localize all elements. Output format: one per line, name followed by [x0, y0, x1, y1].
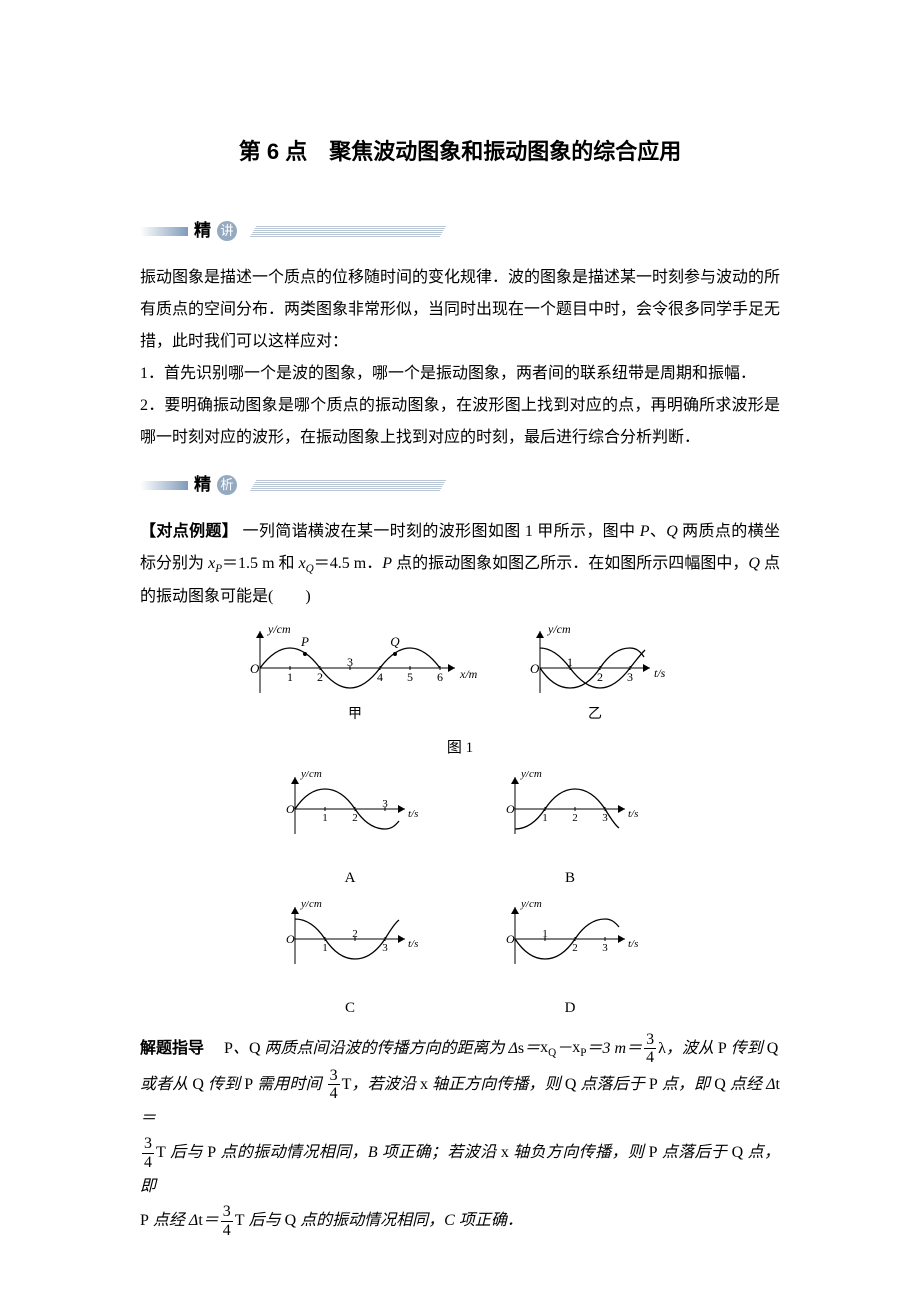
page: 第 6 点 聚焦波动图象和振动图象的综合应用 精 讲 振动图象是描述一个质点的位…: [70, 0, 850, 1299]
svg-text:1: 1: [287, 670, 293, 684]
graph-yi: 1 2 3 O y/cm t/s 乙: [530, 623, 666, 722]
svg-text:O: O: [286, 802, 295, 816]
svg-text:6: 6: [437, 670, 443, 684]
option-D: 1 2 3 O y/cm t/s D: [500, 901, 640, 1023]
option-B: 1 2 3 O y/cm t/s B: [500, 771, 640, 893]
svg-text:2: 2: [352, 928, 358, 940]
options-row-2: 1 2 3 O y/cm t/s C: [140, 901, 780, 1023]
solution-line-3: 34T 后与 P 点的振动情况相同，B 项正确；若波沿 x 轴负方向传播，则 P…: [140, 1135, 780, 1203]
example-question: 【对点例题】 一列简谐横波在某一时刻的波形图如图 1 甲所示，图中 P、Q 两质…: [140, 516, 780, 613]
q-f: 点的振动图象如图乙所示．在如图所示四幅图中，: [392, 555, 748, 572]
svg-text:t/s: t/s: [654, 666, 666, 680]
svg-text:y/cm: y/cm: [300, 771, 322, 780]
figure-1-caption: 图 1: [140, 733, 780, 763]
option-A: 1 2 3 O y/cm t/s A: [280, 771, 420, 893]
solution-tag: 解题指导: [140, 1039, 204, 1056]
svg-text:2: 2: [597, 670, 603, 684]
intro-p1: 振动图象是描述一个质点的位移随时间的变化规律．波的图象是描述某一时刻参与波动的所…: [140, 262, 780, 358]
svg-text:O: O: [506, 932, 515, 946]
svg-text:t/s: t/s: [628, 808, 638, 820]
q-Q2: Q: [748, 555, 760, 572]
svg-text:t/s: t/s: [628, 938, 638, 950]
solution-line-1: 解题指导 P、Q 两质点间沿波的传播方向的距离为 Δs＝xQ－xP＝3 m＝34…: [140, 1031, 780, 1067]
example-tag: 【对点例题】: [140, 523, 238, 540]
option-C: 1 2 3 O y/cm t/s C: [280, 901, 420, 1023]
options-row-1: 1 2 3 O y/cm t/s A: [140, 771, 780, 893]
svg-text:4: 4: [377, 670, 383, 684]
svg-text:P: P: [300, 634, 309, 649]
svg-text:1: 1: [542, 812, 548, 824]
graph-jia: 1 2 3 4 5 6 P Q O y/cm: [250, 623, 478, 722]
svg-text:甲: 甲: [348, 707, 362, 722]
option-B-label: B: [500, 863, 640, 893]
q-b: 、: [650, 523, 667, 540]
header-circle2: 析: [217, 475, 237, 495]
svg-text:3: 3: [627, 670, 633, 684]
svg-text:1: 1: [542, 928, 548, 940]
q-e: ＝4.5 m．: [314, 555, 383, 572]
svg-text:3: 3: [382, 942, 388, 954]
svg-text:5: 5: [407, 670, 413, 684]
figure-1: 1 2 3 4 5 6 P Q O y/cm: [140, 623, 780, 763]
svg-text:1: 1: [322, 942, 328, 954]
q-Q: Q: [666, 523, 678, 540]
intro-p2: 1．首先识别哪一个是波的图象，哪一个是振动图象，两者间的联系纽带是周期和振幅．: [140, 358, 780, 390]
svg-text:y/cm: y/cm: [267, 623, 291, 636]
svg-text:2: 2: [572, 812, 578, 824]
option-C-label: C: [280, 993, 420, 1023]
svg-text:t/s: t/s: [408, 808, 418, 820]
header-circle: 讲: [217, 221, 237, 241]
svg-text:x/m: x/m: [459, 667, 478, 681]
svg-text:O: O: [530, 661, 540, 676]
q-P2: P: [382, 555, 392, 572]
header-stripe: [243, 226, 453, 237]
svg-text:y/cm: y/cm: [520, 771, 542, 780]
solution-line-4: P 点经 Δt＝34T 后与 Q 点的振动情况相同，C 项正确．: [140, 1203, 780, 1239]
svg-text:y/cm: y/cm: [520, 901, 542, 910]
svg-text:t/s: t/s: [408, 938, 418, 950]
svg-text:3: 3: [602, 942, 608, 954]
svg-text:O: O: [506, 802, 515, 816]
section-header-analysis: 精 析: [140, 468, 780, 502]
svg-text:2: 2: [352, 812, 358, 824]
header-stripe2: [243, 480, 453, 491]
svg-text:Q: Q: [390, 634, 400, 649]
svg-text:y/cm: y/cm: [547, 623, 571, 636]
option-A-label: A: [280, 863, 420, 893]
q-xQ: xQ: [299, 555, 314, 572]
section-header-lecture: 精 讲: [140, 214, 780, 248]
header-label2: 精: [194, 468, 211, 502]
svg-text:O: O: [286, 932, 295, 946]
solution-line-2: 或者从 Q 传到 P 需用时间 34T，若波沿 x 轴正方向传播，则 Q 点落后…: [140, 1067, 780, 1135]
intro-p3: 2．要明确振动图象是哪个质点的振动图象，在波形图上找到对应的点，再明确所求波形是…: [140, 390, 780, 454]
q-d: ＝1.5 m 和: [222, 555, 299, 572]
page-title: 第 6 点 聚焦波动图象和振动图象的综合应用: [140, 130, 780, 174]
q-P: P: [640, 523, 650, 540]
svg-text:3: 3: [382, 798, 388, 810]
svg-text:2: 2: [317, 670, 323, 684]
svg-text:2: 2: [572, 942, 578, 954]
svg-text:O: O: [250, 661, 260, 676]
svg-text:y/cm: y/cm: [300, 901, 322, 910]
header-label: 精: [194, 214, 211, 248]
q-a: 一列简谐横波在某一时刻的波形图如图 1 甲所示，图中: [243, 523, 640, 540]
svg-text:1: 1: [322, 812, 328, 824]
header-bar: [140, 227, 188, 236]
q-xP: xP: [208, 555, 222, 572]
svg-text:乙: 乙: [588, 706, 602, 722]
svg-text:3: 3: [602, 812, 608, 824]
option-D-label: D: [500, 993, 640, 1023]
header-bar2: [140, 481, 188, 490]
figure-1-svg: 1 2 3 4 5 6 P Q O y/cm: [240, 623, 680, 733]
